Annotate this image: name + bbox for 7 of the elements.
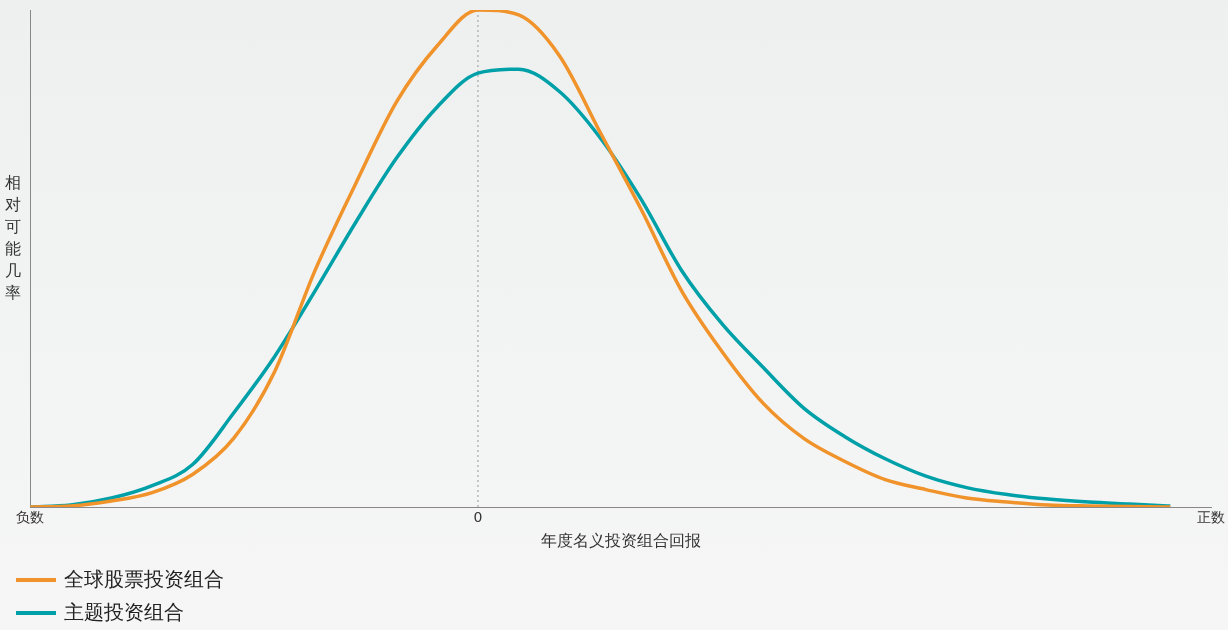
legend-label: 主题投资组合 xyxy=(64,599,184,626)
x-axis-title: 年度名义投资组合回报 xyxy=(540,530,701,550)
x-tick-label: 正数 xyxy=(1197,509,1225,526)
x-tick-label: 负数 xyxy=(16,509,44,526)
y-axis-title: 相对可能几率 xyxy=(4,172,22,304)
legend-label: 全球股票投资组合 xyxy=(64,566,224,593)
x-tick-label: 0 xyxy=(473,509,483,526)
